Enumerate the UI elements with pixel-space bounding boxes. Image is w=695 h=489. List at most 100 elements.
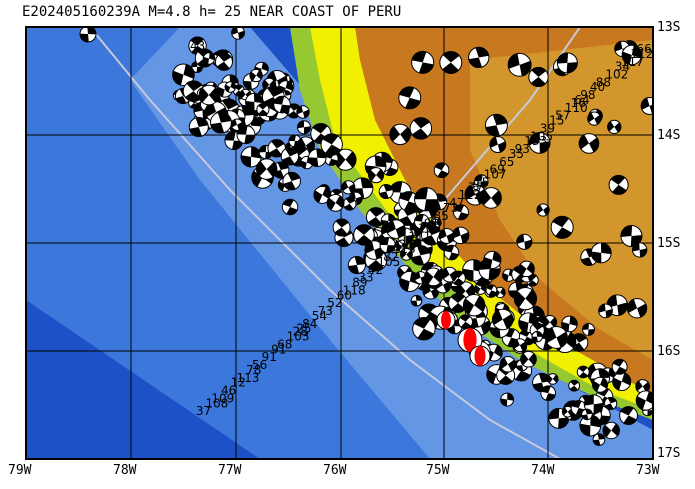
lat-label-16s: 16S <box>657 344 681 359</box>
focal-mechanism <box>528 131 551 154</box>
focal-mechanism <box>332 218 351 237</box>
event-label: 48 <box>464 183 479 197</box>
highland-orange <box>470 40 653 360</box>
focal-mechanism <box>326 193 345 212</box>
focal-mechanism <box>513 287 538 311</box>
focal-mechanism <box>378 184 394 200</box>
event-label: 78 <box>246 363 261 377</box>
focal-mechanism <box>353 224 375 246</box>
event-label: 12 <box>231 376 246 390</box>
lat-label-15s: 15S <box>657 236 681 251</box>
event-label: 46 <box>221 384 236 398</box>
focal-mechanism <box>172 63 195 87</box>
event-label: 35 <box>509 147 524 161</box>
focal-mechanism <box>607 119 622 135</box>
focal-mechanism <box>536 203 550 217</box>
focal-mechanism <box>256 103 270 117</box>
focal-mechanism <box>451 226 470 245</box>
focal-mechanism <box>439 51 463 74</box>
focal-mechanism <box>626 298 648 319</box>
focal-mechanism <box>365 207 386 227</box>
lon-label-75w: 75W <box>426 463 450 478</box>
event-label: 133 <box>524 134 547 148</box>
focal-mechanism <box>518 260 535 278</box>
focal-mechanism <box>635 390 653 411</box>
highlighted-event <box>436 310 456 330</box>
focal-mechanism <box>412 316 436 341</box>
focal-mechanism <box>546 373 559 385</box>
focal-mechanism <box>410 244 431 266</box>
event-label: 43 <box>190 39 205 53</box>
event-label: 33 <box>358 271 373 285</box>
focal-mechanism <box>612 371 632 392</box>
event-label: 112 <box>630 47 653 61</box>
focal-mechanism <box>507 52 532 77</box>
focal-mechanism <box>280 147 300 166</box>
focal-mechanism <box>441 266 458 283</box>
event-label: 88 <box>596 75 611 89</box>
focal-mechanism <box>411 50 435 74</box>
focal-mechanism <box>198 84 220 106</box>
focal-mechanism <box>462 294 486 317</box>
focal-mechanism <box>531 331 543 343</box>
event-labels: 4377256458123560347391151051081075440109… <box>190 39 653 418</box>
focal-mechanism <box>410 294 423 307</box>
focal-mechanisms <box>79 27 653 446</box>
event-label: 47 <box>449 196 464 210</box>
focal-mechanism <box>341 180 356 195</box>
event-label: 40 <box>590 80 605 94</box>
map-title: E202405160239A M=4.8 h= 25 NEAR COAST OF… <box>22 4 402 20</box>
focal-mechanism <box>443 244 460 261</box>
event-label: 73 <box>443 201 458 215</box>
lat-label-13s: 13S <box>657 20 681 35</box>
event-label: 82 <box>383 250 398 264</box>
focal-mechanism <box>540 385 557 402</box>
focal-mechanism <box>236 125 256 145</box>
focal-mechanism <box>499 356 517 373</box>
lat-label-17s: 17S <box>657 446 681 461</box>
focal-mechanism <box>296 120 311 135</box>
focal-mechanism <box>582 323 595 336</box>
event-label: 52 <box>327 296 342 310</box>
lon-label-79w: 79W <box>8 463 32 478</box>
focal-mechanism <box>592 433 606 446</box>
event-label: 28 <box>293 325 308 339</box>
event-label: 15 <box>549 114 564 128</box>
map-frame <box>25 26 654 460</box>
focal-mechanism <box>576 365 590 379</box>
focal-mechanism <box>602 421 620 440</box>
focal-mechanism <box>342 197 357 211</box>
focal-mechanism <box>635 379 650 394</box>
focal-mechanism <box>386 219 406 239</box>
event-label: 107 <box>484 168 507 182</box>
event-label: 25 <box>296 322 311 336</box>
focal-mechanism <box>214 52 234 71</box>
event-label: 56 <box>252 358 267 372</box>
focal-mechanism <box>230 118 244 131</box>
event-label: 57 <box>555 109 570 123</box>
focal-mechanism <box>307 148 327 168</box>
event-label: 37 <box>196 404 211 418</box>
lon-label-78w: 78W <box>113 463 137 478</box>
event-label: 109 <box>418 222 441 236</box>
focal-mechanism <box>320 133 343 156</box>
event-label: 91 <box>424 217 439 231</box>
event-label: 54 <box>312 309 327 323</box>
event-label: 77 <box>468 180 483 194</box>
focal-mechanism <box>489 136 507 154</box>
focal-mechanism <box>267 139 286 158</box>
focal-mechanism <box>409 117 433 140</box>
focal-mechanism <box>604 396 618 411</box>
event-label: 34 <box>615 60 630 74</box>
lon-label-76w: 76W <box>323 463 347 478</box>
focal-mechanism <box>364 240 384 260</box>
focal-mechanism <box>561 315 578 333</box>
focal-mechanism <box>458 314 473 330</box>
highlighted-event <box>469 345 491 367</box>
event-label: 118 <box>343 283 366 297</box>
highlighted-event <box>457 327 483 353</box>
highlighted-events <box>436 310 491 367</box>
focal-mechanism <box>550 215 574 239</box>
event-label: 84 <box>302 317 317 331</box>
